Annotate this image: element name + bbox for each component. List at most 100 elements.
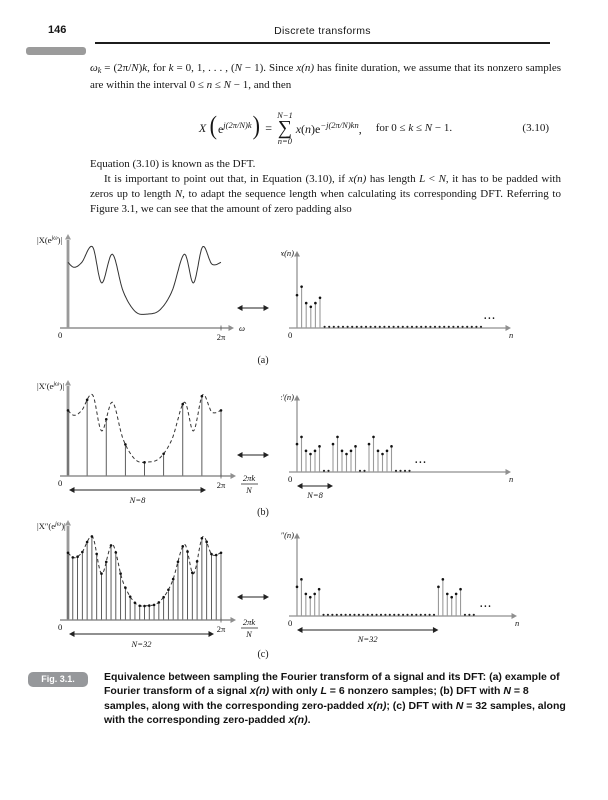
eq-lhs: X [198,120,207,135]
x-axis-label: n [509,474,513,484]
arrowhead-icon [237,594,243,600]
ylabel-sup: jω [52,381,60,388]
dft-sample-marker [200,536,204,540]
zero-sample-dot [355,325,358,328]
text-segment: . [307,714,311,727]
zero-sample-dot [432,613,436,616]
dft-sample-marker [143,461,146,464]
frac-numerator: 2πk [243,617,256,627]
signal-sample-marker [304,449,308,453]
dft-sample-marker [157,601,161,604]
zero-sample-dot [438,325,441,328]
origin-label: 0 [58,622,62,632]
zero-sample-dot [399,469,402,472]
y-axis-label: |X(ejω)| [37,235,62,246]
zero-sample-dot [397,325,400,328]
signal-sample-marker [300,285,303,288]
dft-sample-marker [219,409,223,412]
zero-sample-dot [371,613,374,616]
dft-sample-marker [210,552,213,556]
zero-sample-dot [340,613,343,616]
zero-sample-dot [429,325,432,328]
zero-sample-dot [475,325,478,328]
dft-sample-marker [104,560,108,564]
text-segment: N [234,62,242,74]
signal-sample-marker [331,442,335,446]
arrowhead-icon [327,483,333,489]
signal-sample-marker [454,592,458,596]
tick-label-2pi: 2π [217,480,226,490]
signal-sample-marker [318,445,321,448]
sum-upper-limit: N−1 [277,109,293,120]
signal-sample-marker [295,442,299,446]
text-segment: L [320,685,327,698]
signal-sample-marker [295,585,299,589]
zero-sample-dot [433,325,437,328]
text-segment: − 1). Since [241,62,297,74]
zero-sample-dot [466,325,469,328]
ylabel-pre: |X′(e [37,381,54,391]
text-segment: ) [138,62,143,74]
zero-sample-dot [351,325,354,328]
ylabel-pre: |X″(e [37,521,55,531]
zero-sample-dot [387,325,391,328]
header-rule [95,42,550,44]
running-head: Discrete transforms [274,25,371,37]
dft-sample-marker [195,560,199,563]
zero-sample-dot [332,325,335,328]
text-segment: k [168,62,174,74]
dft-sample-marker [147,604,151,607]
zero-sample-dot [344,613,347,616]
arrowhead-icon [294,533,300,539]
zero-sample-dot [468,613,471,616]
signal-sample-marker [308,595,312,599]
tick-label-2pi: 2π [217,332,226,342]
equation-310: X ( ej(2π/N)k ) = N−1 ∑ n=0 x(n)e−j(2π/N… [90,100,561,156]
arrowhead-icon [69,487,75,493]
zero-sample-dot [362,613,365,616]
dft-sample-marker [186,550,189,553]
y-axis-label: |X′(ejω)| [37,381,64,392]
signal-sample-marker [336,435,339,439]
zero-sample-dot [357,613,360,616]
zero-sample-dot [337,325,340,328]
zero-sample-dot [461,325,464,328]
dft-sample-marker [66,409,70,412]
zero-sample-dot [327,469,330,472]
tick-label-2pi: 2π [217,624,226,634]
text-segment: N [424,122,433,134]
eq-term-base: x(n)e [296,122,321,136]
dft-sample-marker [191,571,194,575]
text-segment: ≤ [413,122,425,134]
span-label: N=32 [131,639,153,649]
arrowhead-icon [65,520,71,526]
eq-condition: for 0 ≤ k ≤ N − 1. [376,122,452,134]
sum-symbol: ∑ [277,117,293,139]
signal-sample-marker [313,449,317,453]
text-segment: has finite duration, we assume that its … [90,62,561,92]
zero-sample-dot [353,613,356,616]
frac-denominator: N [245,629,253,639]
signal-sample-marker [437,585,440,589]
arrowhead-icon [230,473,236,479]
text-segment: = 32 samples, along with the correspondi… [104,699,566,727]
dft-sample-marker [152,603,156,607]
zero-sample-dot [383,325,386,328]
origin-label: 0 [58,478,62,488]
text-segment: , to adapt the sequence length when calc… [90,188,561,216]
arrowhead-icon [65,234,71,240]
zero-sample-dot [397,613,400,616]
y-axis-label: |X″(ejω)| [37,521,66,532]
dft-sample-marker [119,572,122,575]
fig-a-spectrum-plot: |X(ejω)| 0 2π ω [37,234,245,342]
dft-sample-marker [200,394,204,398]
signal-sample-marker [309,305,313,309]
signal-sample-marker [390,445,393,448]
origin-label: 0 [288,330,292,340]
dft-sample-marker [124,586,127,589]
zero-sample-dot [479,325,483,328]
fig-c-signal-plot: x″(n) 0... n N=32 [281,530,519,644]
zero-sample-dot [366,613,369,616]
zero-sample-dot [392,325,395,328]
